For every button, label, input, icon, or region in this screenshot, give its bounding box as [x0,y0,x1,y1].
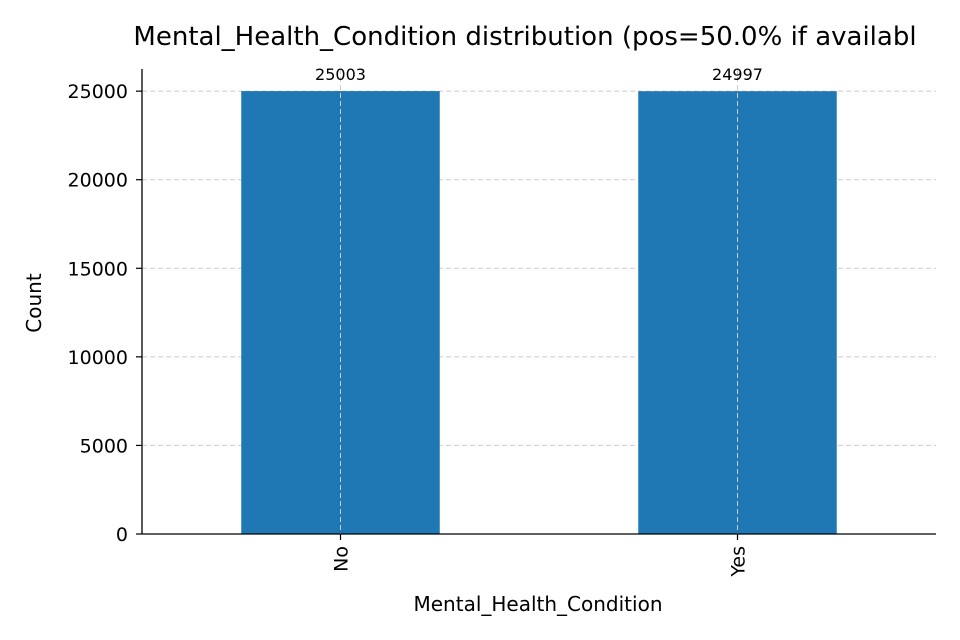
axis-layer [136,69,936,540]
bar-data-label: 25003 [315,65,366,84]
label-layer: 0 5000 10000 15000 20000 25000 25003 No 24997 Yes [68,65,763,578]
x-tick-label: Yes [728,546,750,578]
x-axis-label: Mental_Health_Condition [413,592,662,616]
vertical-grid-layer [340,69,738,534]
y-axis-label: Count [22,273,46,333]
y-tick-label: 15000 [68,258,128,280]
y-tick-label: 25000 [68,81,128,103]
bar-layer [241,91,837,535]
x-tick-label: No [331,546,353,572]
y-tick-label: 5000 [80,435,128,457]
y-tick-label: 20000 [68,170,128,192]
chart-title: Mental_Health_Condition distribution (po… [133,22,916,52]
bar-data-label: 24997 [712,65,763,84]
y-tick-label: 0 [116,524,128,546]
y-tick-label: 10000 [68,347,128,369]
